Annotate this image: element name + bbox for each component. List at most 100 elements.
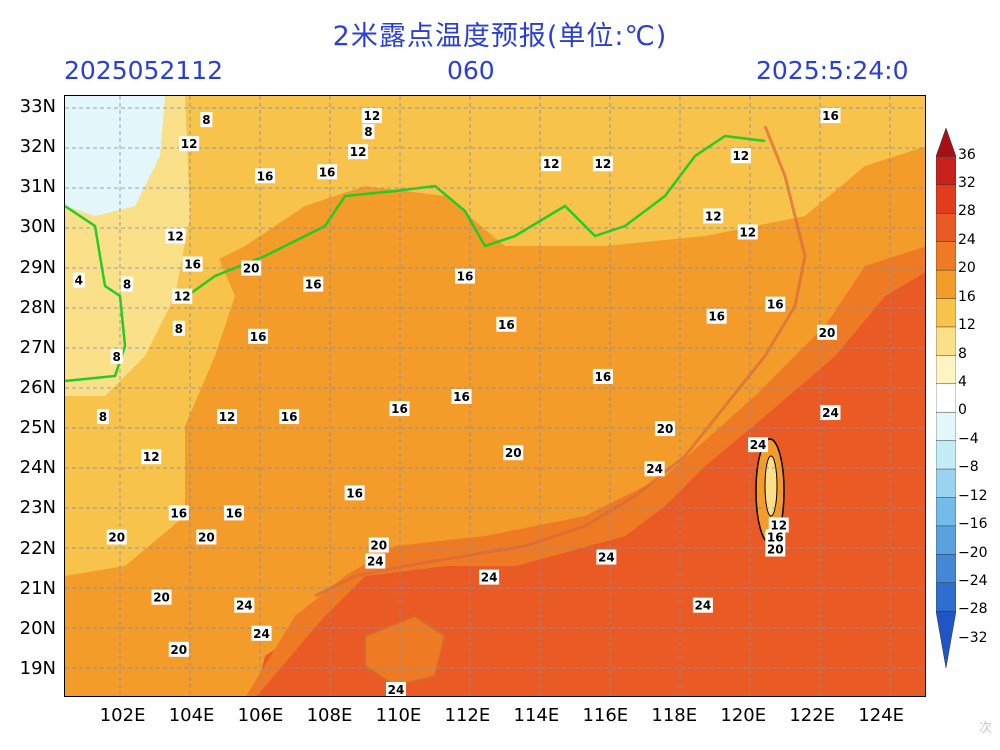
colorbar-level-label: 0 bbox=[958, 402, 967, 419]
contour-label-box bbox=[72, 272, 85, 288]
very-cold-zone bbox=[65, 96, 165, 216]
contour-label: 16 bbox=[226, 506, 243, 520]
contour-label: 24 bbox=[236, 599, 253, 613]
colorbar-level-label: 16 bbox=[958, 288, 976, 305]
contour-label: 12 bbox=[739, 225, 756, 239]
colorbar-segment bbox=[935, 269, 957, 300]
contour-label: 16 bbox=[170, 506, 187, 520]
lon-tick-label: 108E bbox=[306, 705, 353, 726]
colorbar-segment bbox=[935, 383, 957, 413]
colorbar-segment bbox=[935, 355, 957, 385]
contour-label-box bbox=[110, 348, 123, 364]
colorbar-level-label: 8 bbox=[958, 345, 967, 362]
lat-tick-label: 28N bbox=[19, 296, 56, 318]
chart-title: 2米露点温度预报(单位:℃) bbox=[332, 21, 668, 52]
contour-label-box bbox=[368, 537, 389, 553]
colorbar-level-label: 4 bbox=[958, 374, 967, 390]
contour-label-box bbox=[503, 445, 524, 461]
contour-label-box bbox=[106, 529, 127, 545]
contour-label: 12 bbox=[705, 209, 722, 223]
colorbar-level-label: −4 bbox=[958, 430, 979, 447]
lon-tick-label: 124E bbox=[858, 705, 905, 726]
orange-band bbox=[246, 246, 925, 696]
colorbar-segment bbox=[935, 554, 957, 584]
contour-label-box bbox=[361, 108, 382, 124]
lon-tick-label: 120E bbox=[720, 705, 767, 726]
contour-label-box bbox=[362, 124, 375, 140]
lat-tick-label: 32N bbox=[19, 136, 56, 158]
colorbar-segment bbox=[935, 213, 957, 243]
watermark: 次 bbox=[978, 721, 992, 736]
contour-label-box bbox=[817, 324, 838, 340]
colorbar-segment bbox=[935, 241, 957, 271]
contour-label: 16 bbox=[453, 390, 470, 404]
contour-label-box bbox=[121, 276, 134, 292]
contour-label-box bbox=[303, 276, 324, 292]
contour-label-box bbox=[706, 308, 727, 324]
contour-label-box bbox=[223, 505, 244, 521]
contour-label: 12 bbox=[732, 149, 749, 163]
contour-label-box bbox=[254, 168, 275, 184]
contour-label: 24 bbox=[695, 599, 712, 613]
contour-label: 16 bbox=[767, 530, 784, 544]
contour-label: 20 bbox=[505, 446, 522, 460]
lead-hours-label: 060 bbox=[447, 56, 495, 85]
lon-tick-label: 106E bbox=[237, 705, 284, 726]
contour-label-box bbox=[820, 108, 841, 124]
contour-label: 16 bbox=[305, 278, 322, 292]
lat-tick-label: 25N bbox=[19, 417, 56, 439]
lat-tick-label: 30N bbox=[19, 216, 56, 238]
contour-label-box bbox=[820, 405, 841, 421]
contour-label: 16 bbox=[391, 402, 408, 416]
contour-label-box bbox=[200, 112, 213, 128]
colorbar-level-label: 12 bbox=[958, 317, 976, 334]
contour-label: 16 bbox=[822, 109, 839, 123]
contour-label: 8 bbox=[113, 350, 121, 364]
contour-label: 16 bbox=[595, 370, 612, 384]
contour-label: 12 bbox=[181, 137, 198, 151]
colorbar-segment bbox=[935, 440, 957, 470]
contour-label-box bbox=[348, 144, 369, 160]
contour-label-box bbox=[541, 156, 562, 172]
colorbar-level-label: −12 bbox=[958, 487, 988, 504]
contour-label-box bbox=[248, 328, 269, 344]
contour-label: 24 bbox=[481, 571, 498, 585]
contour-label-box bbox=[241, 260, 262, 276]
contour-label-box bbox=[644, 461, 665, 477]
contour-label: 8 bbox=[123, 278, 131, 292]
contour-label-box bbox=[703, 208, 724, 224]
contour-label: 16 bbox=[498, 318, 515, 332]
contour-label-box bbox=[151, 589, 172, 605]
lon-tick-label: 114E bbox=[513, 705, 560, 726]
lat-tick-label: 21N bbox=[19, 577, 56, 599]
contour-label: 20 bbox=[657, 422, 674, 436]
contour-label-box bbox=[765, 529, 786, 545]
lat-tick-label: 23N bbox=[19, 497, 56, 519]
contour-label-box bbox=[234, 597, 255, 613]
contour-label: 20 bbox=[370, 538, 387, 552]
contour-label: 12 bbox=[174, 290, 191, 304]
colorbar-bottom-arrow bbox=[935, 610, 957, 669]
contour-label-box bbox=[592, 156, 613, 172]
lat-tick-label: 27N bbox=[19, 336, 56, 358]
contour-label: 24 bbox=[388, 683, 405, 697]
contour-label-box bbox=[386, 681, 407, 696]
colorbar-svg bbox=[935, 127, 957, 669]
contour-label-box bbox=[765, 296, 786, 312]
contour-label: 4 bbox=[75, 274, 83, 288]
contour-label: 16 bbox=[457, 270, 474, 284]
colorbar-level-label: −24 bbox=[958, 572, 988, 589]
contour-label: 20 bbox=[153, 591, 170, 605]
contour-label-box bbox=[168, 641, 189, 657]
contour-label: 12 bbox=[543, 157, 560, 171]
colorbar-segment bbox=[935, 298, 957, 328]
contour-label-box bbox=[596, 549, 617, 565]
contour-label: 16 bbox=[346, 486, 363, 500]
lat-tick-label: 24N bbox=[19, 457, 56, 479]
colorbar-segment bbox=[935, 582, 957, 612]
contour-label: 16 bbox=[257, 169, 274, 183]
contour-label-box bbox=[251, 625, 272, 641]
contour-label: 20 bbox=[767, 543, 784, 557]
contour-label: 16 bbox=[184, 258, 201, 272]
